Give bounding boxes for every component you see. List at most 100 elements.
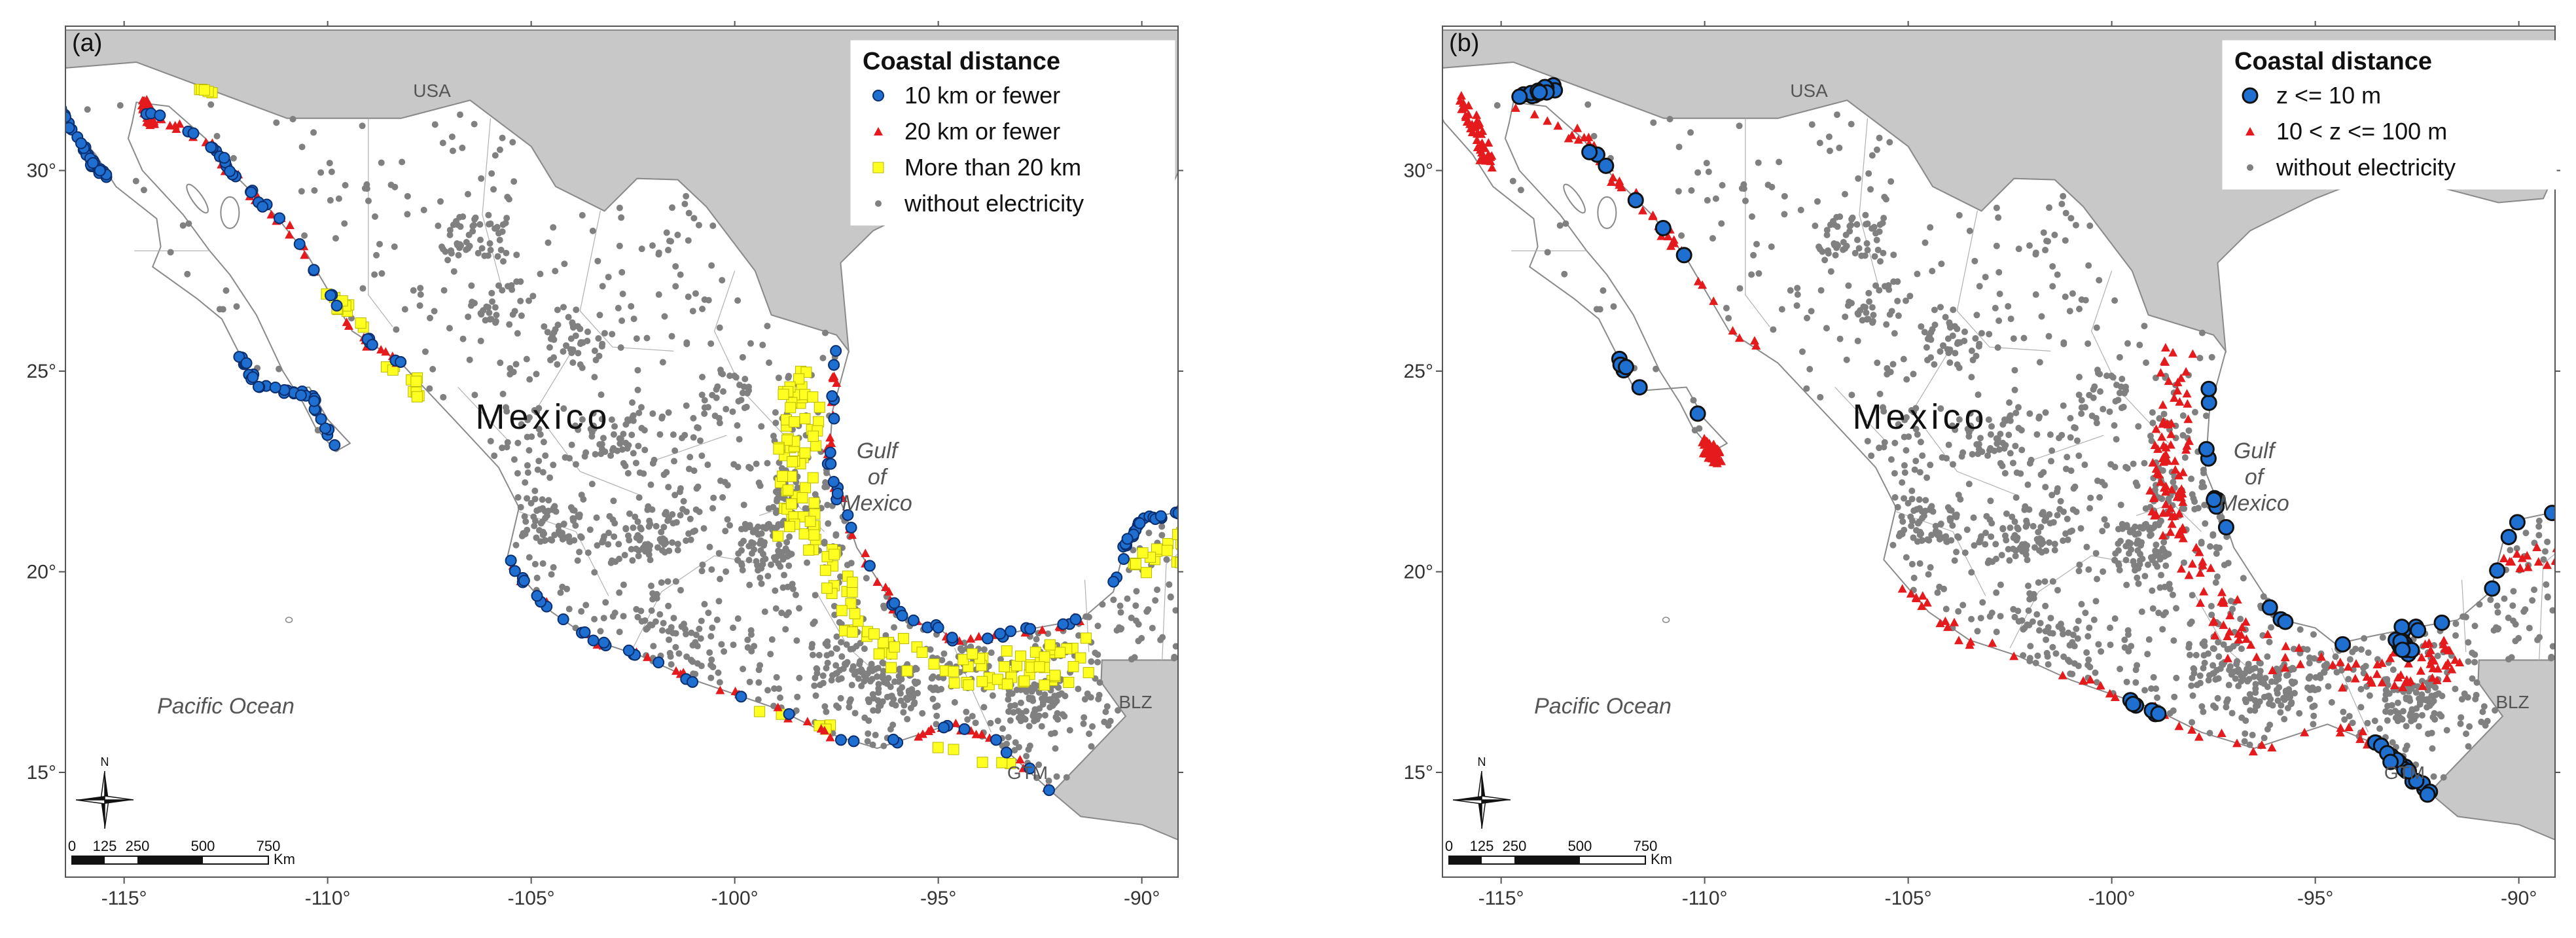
locality-dot (1808, 308, 1815, 315)
locality-dot (635, 494, 643, 501)
locality-dot (2077, 525, 2084, 532)
locality-dot (543, 513, 550, 520)
point-within-20km (816, 724, 826, 733)
locality-dot (796, 674, 803, 681)
latitude-tick-label: 30° (27, 160, 56, 182)
locality-dot (1117, 609, 1124, 616)
locality-dot (526, 446, 533, 454)
locality-dot (2209, 645, 2217, 652)
point-elevation-10-100m (1458, 98, 1468, 107)
point-more-than-20km (778, 388, 789, 400)
locality-dot (446, 226, 454, 234)
point-more-than-20km (976, 676, 988, 687)
point-elevation-10-100m (1917, 601, 1927, 610)
locality-dot (698, 617, 705, 624)
locality-dot (298, 188, 305, 195)
locality-dot (1124, 595, 1131, 602)
point-more-than-20km (1001, 645, 1012, 657)
locality-dot (1035, 712, 1043, 719)
locality-dot (758, 580, 765, 587)
locality-dot (2287, 693, 2294, 700)
locality-dot (819, 679, 827, 687)
point-within-20km (825, 433, 835, 442)
locality-dot (2014, 526, 2022, 533)
point-more-than-20km (1039, 651, 1050, 663)
locality-dot (2536, 634, 2543, 641)
locality-dot (536, 506, 543, 513)
point-elevation-10-100m (2182, 389, 2192, 398)
locality-dot (1910, 370, 1917, 378)
locality-dot (1966, 227, 1973, 234)
locality-dot (1185, 626, 1191, 632)
locality-dot (2181, 454, 2189, 461)
locality-dot (1917, 439, 1924, 446)
locality-dot (2066, 658, 2073, 665)
locality-dot (708, 262, 715, 269)
locality-dot (577, 325, 584, 333)
locality-dot (2360, 664, 2367, 672)
locality-dot (2349, 649, 2356, 656)
locality-dot (2075, 568, 2083, 575)
point-elevation-10-100m (2567, 577, 2576, 585)
locality-dot (2544, 538, 2551, 545)
locality-dot (2349, 719, 2356, 727)
locality-dot (2095, 641, 2102, 648)
locality-dot (2191, 505, 2198, 513)
locality-dot (2111, 557, 2119, 564)
locality-dot (1883, 321, 1890, 328)
point-elevation-10-100m (1666, 241, 1675, 250)
point-elevation-10m (2334, 636, 2352, 653)
locality-dot (2225, 560, 2232, 567)
locality-dot (2213, 550, 2220, 557)
locality-dot (450, 268, 457, 275)
locality-dot (1975, 343, 1982, 350)
locality-dot (2310, 721, 2317, 728)
locality-dot (715, 550, 723, 557)
locality-dot (599, 283, 606, 290)
locality-dot (2573, 579, 2576, 586)
point-elevation-10-100m (2455, 658, 2465, 667)
locality-dot (865, 730, 872, 737)
locality-dot (708, 566, 715, 573)
locality-dot (659, 359, 666, 366)
locality-dot (828, 677, 835, 684)
locality-dot (1787, 287, 1794, 294)
locality-dot (747, 340, 754, 347)
locality-dot (510, 456, 518, 463)
locality-dot (2113, 382, 2120, 389)
point-more-than-20km (772, 530, 784, 542)
locality-dot (1916, 532, 1923, 539)
point-within-10km (308, 395, 320, 407)
locality-dot (620, 460, 627, 467)
locality-dot (503, 249, 510, 257)
point-within-20km (971, 729, 981, 738)
locality-dot (706, 543, 713, 550)
locality-dot (545, 497, 552, 504)
point-elevation-10-100m (1935, 619, 1945, 628)
locality-dot (2139, 525, 2147, 532)
locality-dot (1891, 470, 1898, 477)
locality-dot (2115, 540, 2122, 547)
locality-dot (994, 717, 1001, 725)
locality-dot (426, 385, 433, 392)
locality-dot (2103, 522, 2111, 529)
locality-dot (327, 197, 334, 204)
locality-dot (310, 129, 317, 136)
locality-dot (2214, 573, 2221, 580)
locality-dot (2067, 215, 2075, 222)
locality-dot (2035, 627, 2043, 634)
locality-dot (1045, 777, 1052, 784)
locality-dot (2166, 710, 2174, 717)
locality-dot (775, 560, 782, 567)
locality-dot (2132, 531, 2139, 538)
locality-dot (1946, 359, 1954, 366)
locality-dot (1891, 439, 1899, 446)
locality-dot (2116, 566, 2123, 573)
locality-dot (1951, 557, 1958, 564)
locality-dot (767, 561, 774, 568)
locality-dot (2062, 293, 2069, 300)
point-elevation-10-100m (2404, 658, 2414, 668)
locality-dot (880, 668, 887, 675)
point-more-than-20km (868, 628, 880, 640)
locality-dot (466, 356, 473, 363)
